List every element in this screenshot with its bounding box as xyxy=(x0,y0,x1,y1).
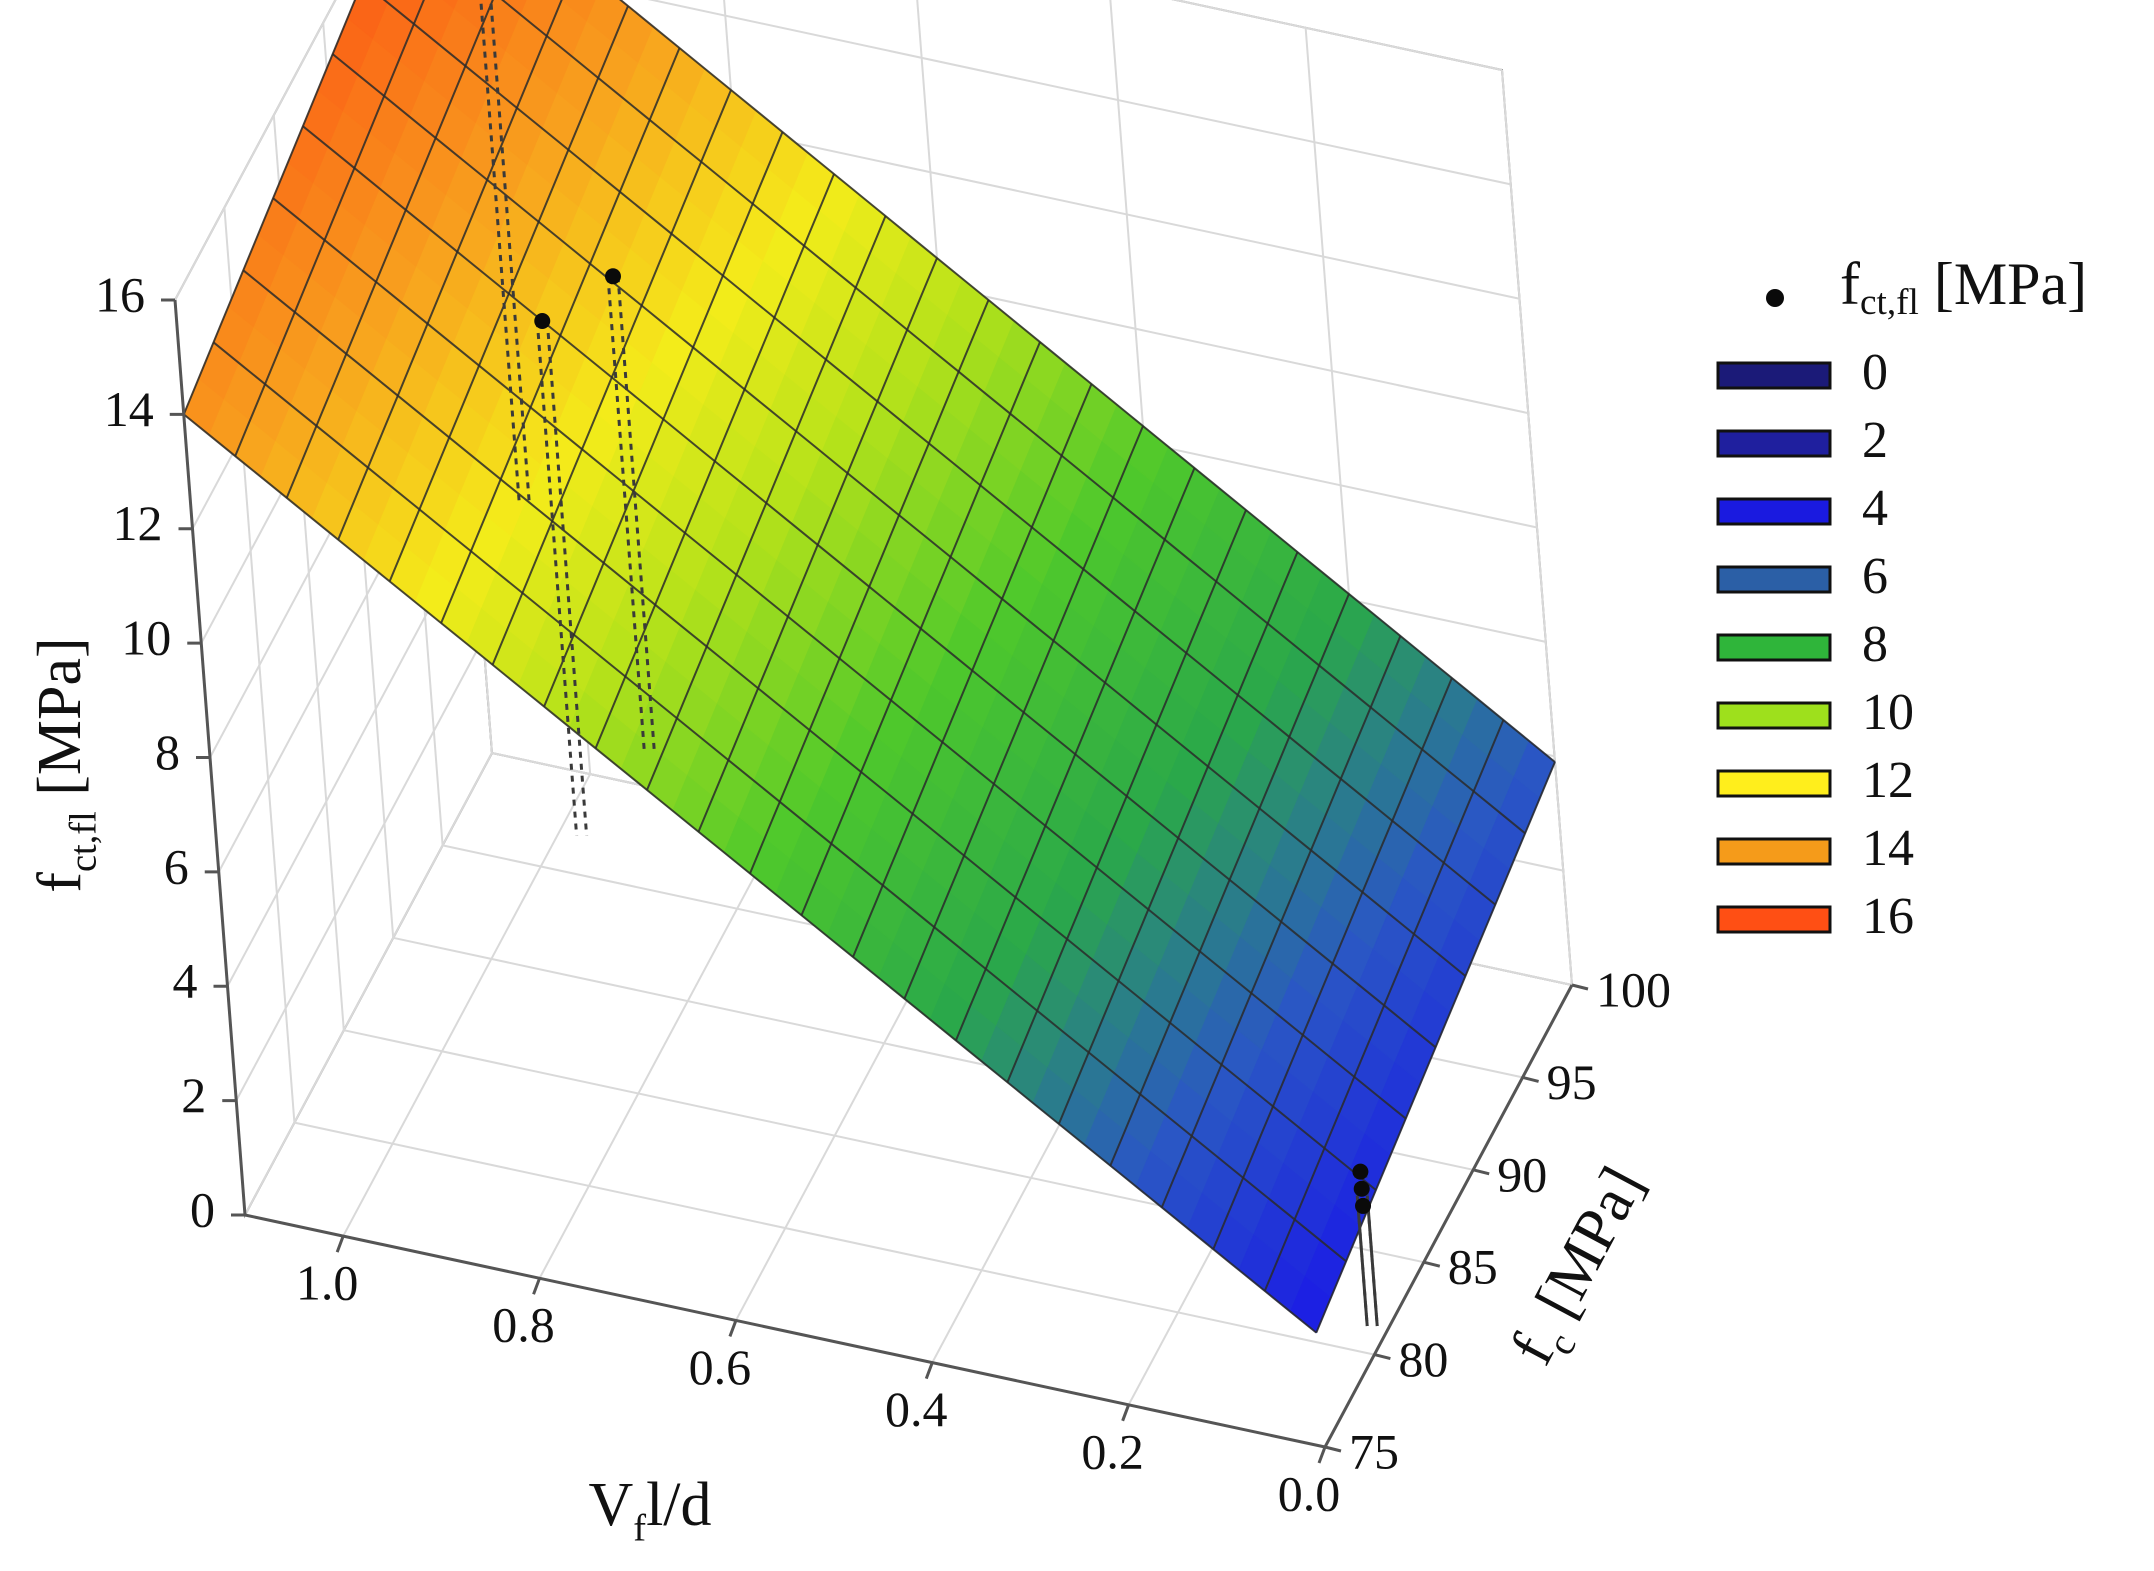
drop-line xyxy=(479,0,521,506)
x-tick-label: 0.4 xyxy=(885,1381,948,1437)
x-tick-mark xyxy=(728,1319,738,1337)
z-tick-label: 4 xyxy=(173,953,198,1009)
x-tick-mark xyxy=(532,1277,541,1295)
legend-swatch xyxy=(1716,429,1832,458)
y-tick-label: 80 xyxy=(1398,1331,1448,1387)
y-tick-mark xyxy=(1374,1353,1391,1361)
legend-label: 8 xyxy=(1862,616,1888,673)
drop-line xyxy=(535,320,579,836)
z-tick-label: 12 xyxy=(113,495,163,551)
z-tick-label: 10 xyxy=(121,610,171,666)
legend-label: 4 xyxy=(1862,480,1888,537)
z-tick-label: 0 xyxy=(190,1181,215,1237)
data-point xyxy=(1355,1197,1372,1214)
z-tick-label: 14 xyxy=(104,381,154,437)
data-point xyxy=(1353,1180,1370,1197)
mesh-line-y xyxy=(332,53,1467,977)
drop-line xyxy=(616,276,656,752)
x-tick-mark xyxy=(1317,1446,1327,1464)
legend-label: 12 xyxy=(1862,752,1914,809)
x-tick-label: 0.0 xyxy=(1278,1465,1341,1521)
floor-gridline-x xyxy=(342,773,592,1237)
floor-gridline-y xyxy=(294,1121,1375,1356)
y-tick-mark xyxy=(1423,1260,1441,1268)
y-tick-label: 75 xyxy=(1349,1423,1399,1479)
legend-swatch xyxy=(1716,633,1832,662)
legend-label: 6 xyxy=(1862,548,1888,605)
left-wall-gridline-z xyxy=(235,638,485,1102)
y-tick-mark xyxy=(1472,1168,1490,1176)
y-tick-label: 90 xyxy=(1497,1146,1547,1202)
legend-label: 14 xyxy=(1862,820,1914,877)
x-tick-mark xyxy=(1121,1404,1131,1422)
legend-swatch xyxy=(1716,565,1832,594)
mesh-line-y xyxy=(382,0,1496,906)
mesh-line-y xyxy=(619,0,1556,763)
y-tick-mark xyxy=(1522,1075,1539,1083)
y-axis-line xyxy=(1323,984,1574,1448)
y-tick-mark xyxy=(1571,983,1589,991)
legend-swatch xyxy=(1716,905,1832,934)
legend-swatch xyxy=(1716,497,1832,526)
point-drop-lines xyxy=(479,0,1379,1327)
mesh-line-y xyxy=(272,197,1407,1120)
data-point xyxy=(1352,1163,1369,1180)
floor-gridline-x xyxy=(538,815,788,1279)
y-tick-mark xyxy=(1324,1445,1342,1453)
y-tick-label: 85 xyxy=(1448,1239,1498,1295)
mesh-line-y xyxy=(500,0,1526,835)
surface-patch xyxy=(560,0,597,22)
z-tick-label: 8 xyxy=(155,724,180,780)
fitted-surface xyxy=(183,0,1556,1334)
back-wall-gridline-z xyxy=(647,0,1511,186)
x-tick-mark xyxy=(335,1235,345,1253)
y-tick-label: 95 xyxy=(1547,1054,1597,1110)
left-wall-gridline-z xyxy=(244,752,493,1216)
x-tick-mark xyxy=(924,1362,934,1380)
legend: fct,fl [MPa] 0 2 4 6 8 10 12 14 16 xyxy=(1716,251,2087,945)
legend-label: 2 xyxy=(1862,412,1888,469)
mesh-line-y xyxy=(212,341,1347,1263)
data-point xyxy=(534,313,551,330)
drop-line xyxy=(545,320,589,836)
back-wall-gridline-z xyxy=(1171,0,1503,71)
z-tick-label: 6 xyxy=(164,838,189,894)
mesh-line-y xyxy=(183,413,1317,1334)
legend-swatch xyxy=(1716,769,1832,798)
x-tick-label: 1.0 xyxy=(296,1255,359,1311)
x-tick-label: 0.8 xyxy=(492,1297,555,1353)
y-tick-label: 100 xyxy=(1596,961,1671,1017)
z-tick-label: 16 xyxy=(95,266,145,322)
mesh-line-y xyxy=(302,125,1437,1049)
x-axis-title: Vfl/d xyxy=(588,1471,711,1550)
legend-swatch xyxy=(1716,837,1832,866)
drop-line xyxy=(1356,1205,1369,1327)
drop-line xyxy=(489,0,531,506)
data-points xyxy=(534,268,1372,1214)
x-axis-line xyxy=(244,1213,1326,1449)
legend-label: 10 xyxy=(1862,684,1914,741)
z-axis-title: fct,fl [MPa] xyxy=(26,637,105,892)
drop-line xyxy=(1366,1205,1379,1327)
x-tick-label: 0.2 xyxy=(1081,1423,1144,1479)
legend-points-label: fct,fl [MPa] xyxy=(1840,251,2087,323)
legend-swatch xyxy=(1716,361,1832,390)
left-wall-gridline-z xyxy=(174,0,337,301)
z-tick-label: 2 xyxy=(181,1067,206,1123)
mesh-line-y xyxy=(242,269,1377,1191)
legend-label: 16 xyxy=(1862,888,1914,945)
legend-label: 0 xyxy=(1862,344,1888,401)
legend-point-marker xyxy=(1766,289,1784,307)
surface-patch xyxy=(442,0,459,10)
legend-swatch xyxy=(1716,701,1832,730)
drop-line xyxy=(606,276,646,752)
data-point xyxy=(604,268,621,285)
x-tick-label: 0.6 xyxy=(689,1339,752,1395)
